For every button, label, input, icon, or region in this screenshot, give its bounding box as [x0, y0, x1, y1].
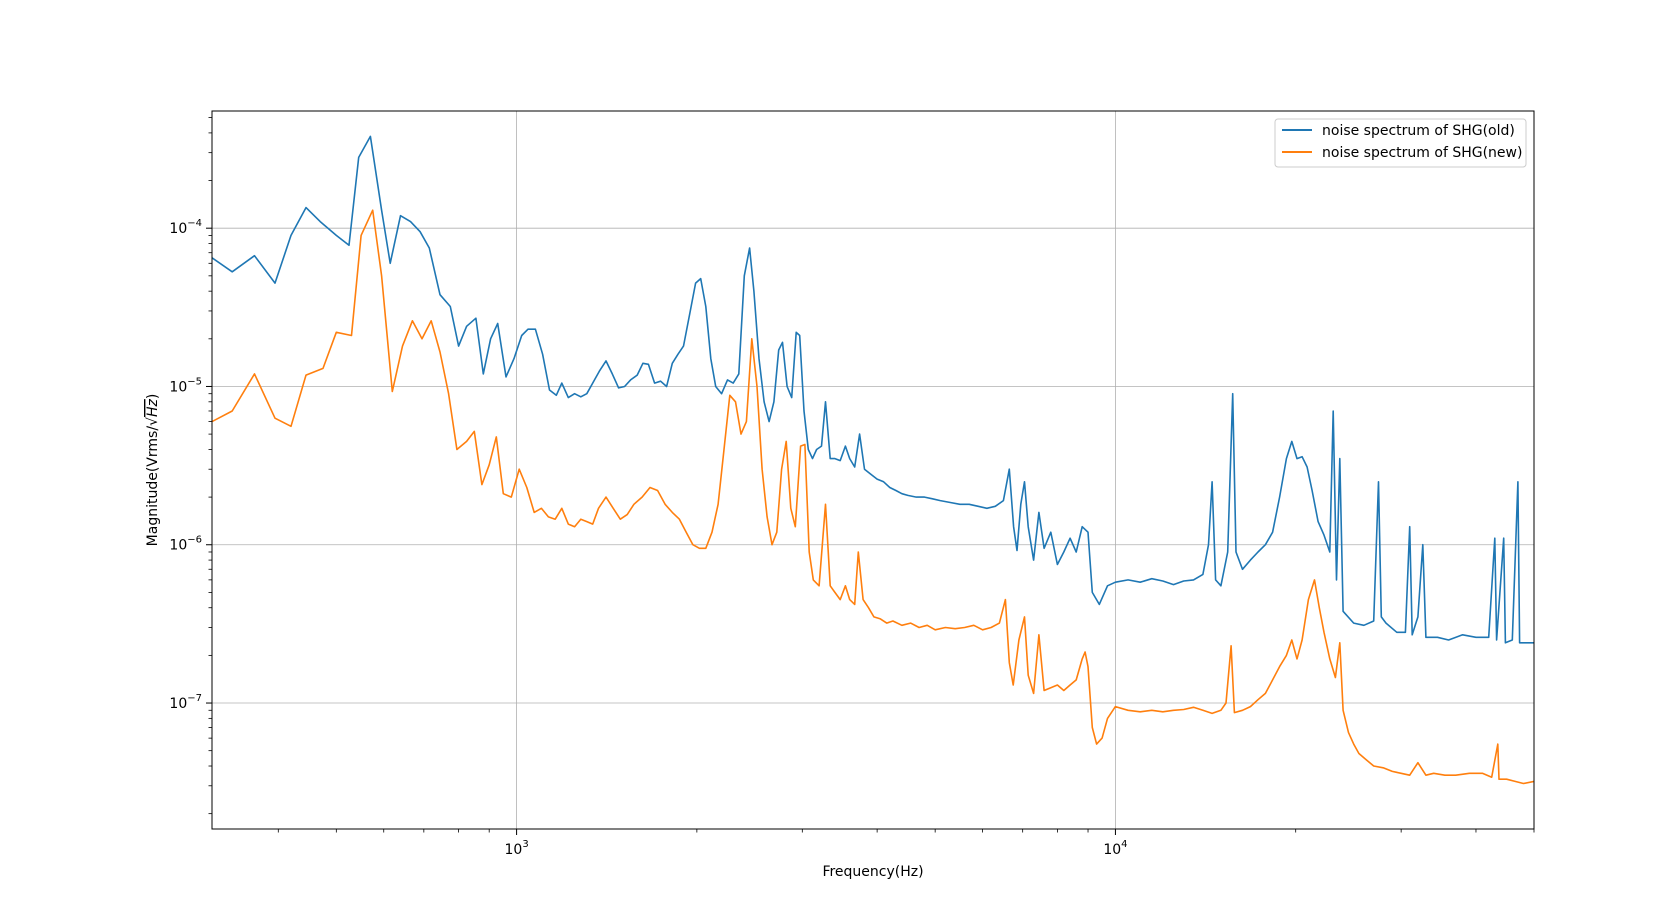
legend-box: [1274, 118, 1527, 168]
y-axis-label-suffix: ): [145, 394, 161, 399]
y-tick-label-3: 10−4: [169, 218, 202, 237]
y-axis-label: Magnitude(Vrms/√Hz): [145, 394, 161, 547]
series-line-1: [212, 209, 1534, 785]
plot-frame: [211, 110, 1535, 830]
series-layer: [212, 135, 1534, 785]
series-line-0: [212, 135, 1534, 644]
y-tick-label-2: 10−5: [169, 376, 202, 395]
legend-label-new: noise spectrum of SHG(new): [1322, 145, 1522, 161]
x-axis-ticks: 103 104: [504, 829, 1128, 858]
y-axis-label-sqrt-sign: √: [145, 417, 161, 426]
minor-ticks: [208, 117, 1535, 833]
x-tick-label-0: 103: [504, 839, 528, 858]
y-axis-ticks: 10−7 10−6 10−5 10−4: [169, 218, 212, 712]
svg-text:Magnitude(Vrms/√Hz): Magnitude(Vrms/√Hz): [145, 394, 161, 547]
y-axis-label-prefix: Magnitude(Vrms/: [145, 426, 161, 547]
legend: noise spectrum of SHG(old) noise spectru…: [1274, 118, 1527, 168]
y-axis-label-sqrt-arg: Hz: [145, 399, 161, 418]
grid-lines: [212, 111, 1534, 829]
x-tick-label-1: 104: [1103, 839, 1127, 858]
x-axis-label: Frequency(Hz): [822, 864, 923, 880]
y-tick-label-1: 10−6: [169, 535, 202, 554]
legend-label-old: noise spectrum of SHG(old): [1322, 123, 1515, 139]
y-tick-label-0: 10−7: [169, 693, 202, 712]
